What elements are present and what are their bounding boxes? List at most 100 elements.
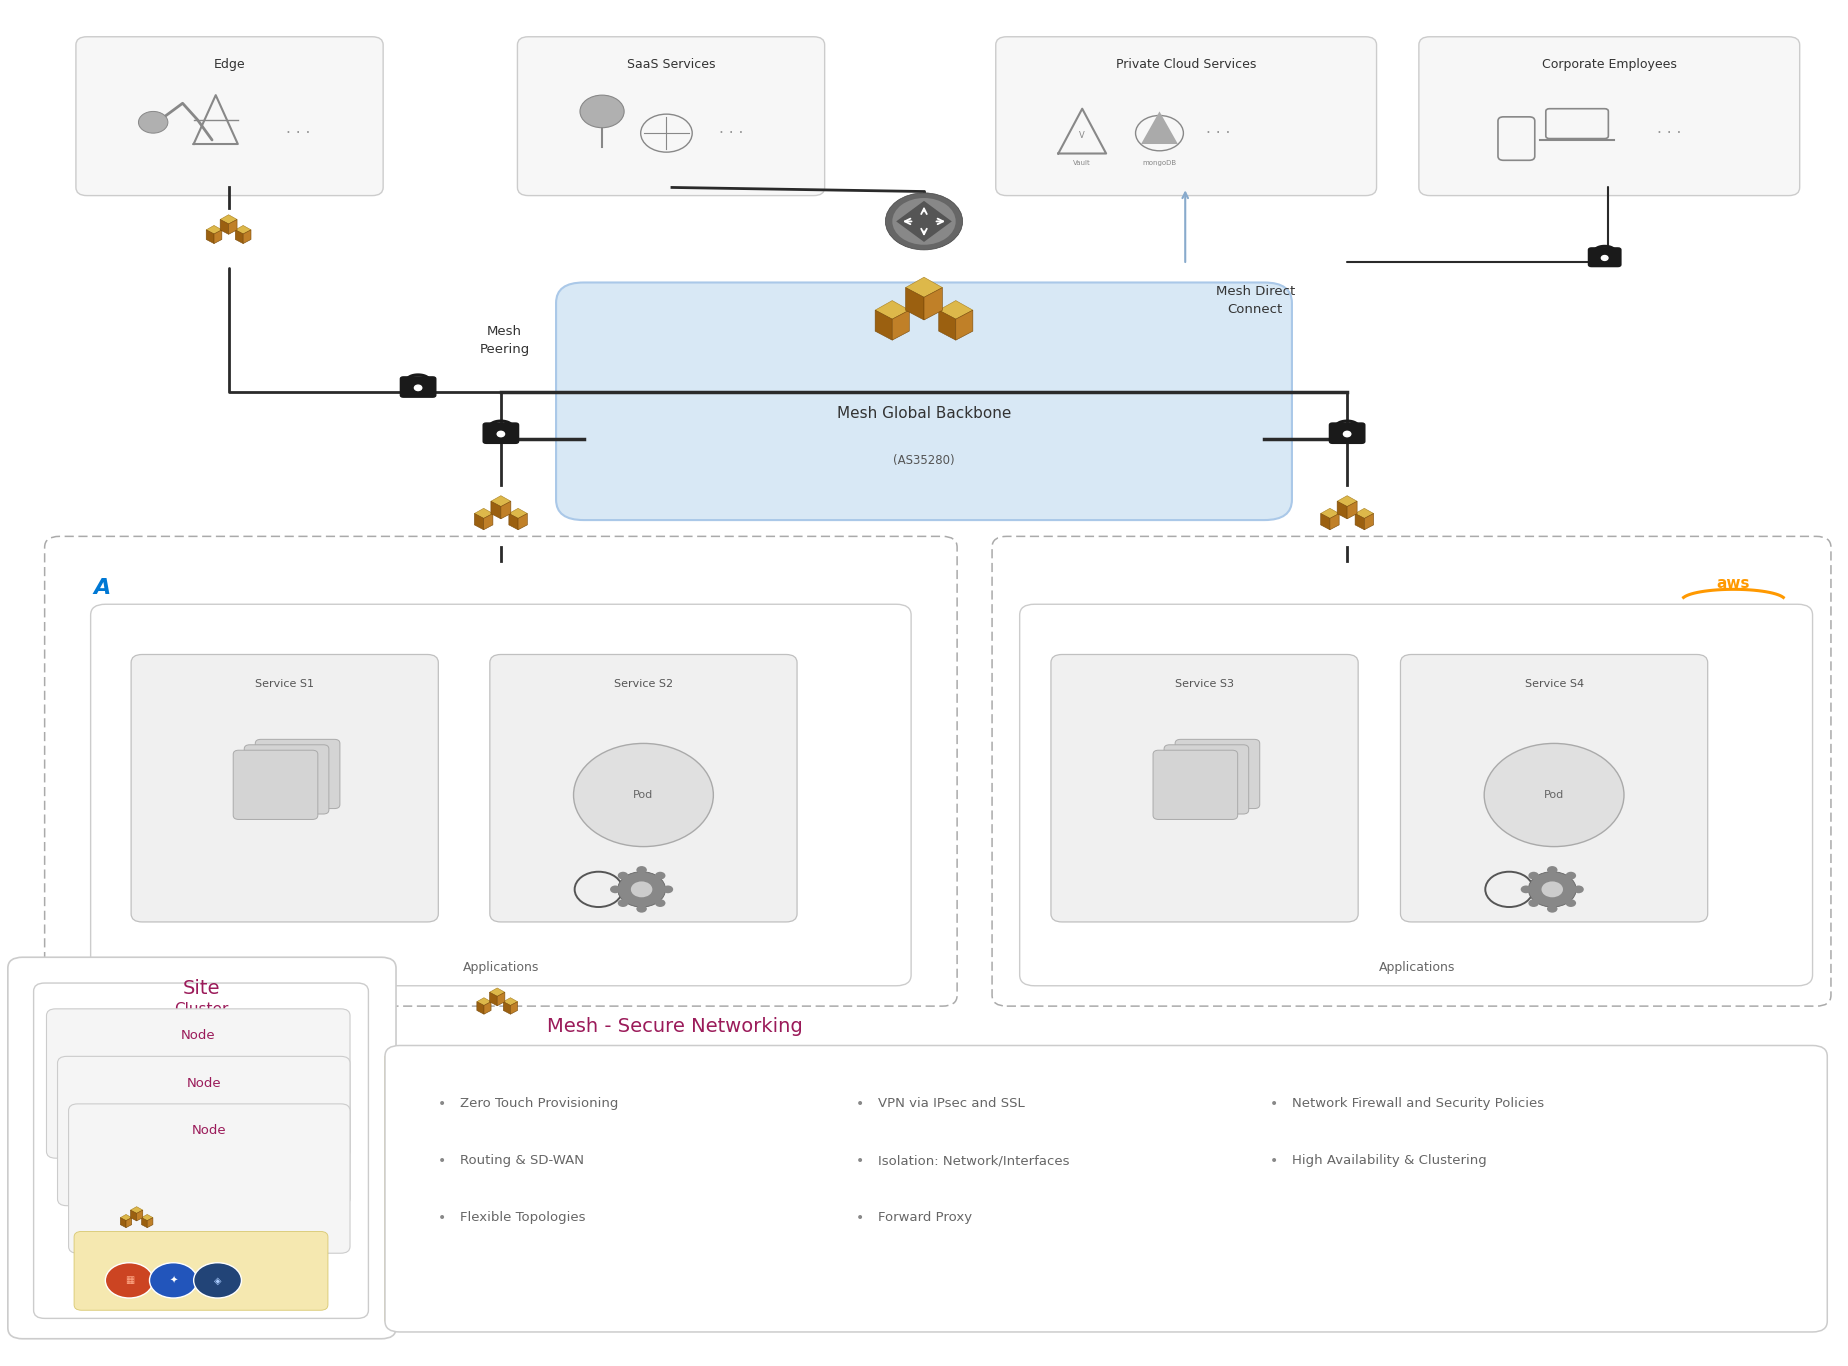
Polygon shape xyxy=(229,220,237,235)
Polygon shape xyxy=(131,1210,137,1221)
FancyBboxPatch shape xyxy=(992,537,1831,1007)
Text: VPN via IPsec and SSL: VPN via IPsec and SSL xyxy=(878,1097,1026,1111)
Circle shape xyxy=(636,904,647,912)
Text: mongoDB: mongoDB xyxy=(1142,160,1177,167)
Polygon shape xyxy=(508,514,517,530)
Polygon shape xyxy=(207,225,222,234)
Text: A: A xyxy=(92,578,111,598)
Text: Vault: Vault xyxy=(1074,160,1090,167)
Circle shape xyxy=(893,198,955,245)
Polygon shape xyxy=(1321,514,1331,530)
Circle shape xyxy=(139,112,168,133)
Polygon shape xyxy=(497,992,505,1005)
Text: Service S4: Service S4 xyxy=(1525,679,1584,688)
Polygon shape xyxy=(131,1206,142,1213)
Text: Network Firewall and Security Policies: Network Firewall and Security Policies xyxy=(1292,1097,1545,1111)
Circle shape xyxy=(617,872,665,907)
Polygon shape xyxy=(896,201,952,242)
Circle shape xyxy=(1565,899,1576,907)
Text: aws: aws xyxy=(1717,576,1750,591)
Circle shape xyxy=(150,1262,198,1298)
Text: •: • xyxy=(438,1154,445,1168)
Text: Service S1: Service S1 xyxy=(255,679,314,688)
Circle shape xyxy=(654,899,665,907)
Circle shape xyxy=(1484,743,1624,847)
Polygon shape xyxy=(1338,501,1347,519)
FancyBboxPatch shape xyxy=(1401,654,1708,922)
FancyBboxPatch shape xyxy=(517,37,824,195)
Polygon shape xyxy=(220,220,229,235)
FancyBboxPatch shape xyxy=(1329,422,1366,444)
Text: Pod: Pod xyxy=(1543,790,1563,800)
Polygon shape xyxy=(220,214,237,224)
Text: (AS35280): (AS35280) xyxy=(893,454,955,467)
Polygon shape xyxy=(477,1001,484,1014)
Text: Zero Touch Provisioning: Zero Touch Provisioning xyxy=(460,1097,619,1111)
Text: •: • xyxy=(1270,1154,1277,1168)
Polygon shape xyxy=(137,1210,142,1221)
Circle shape xyxy=(1547,904,1558,912)
FancyBboxPatch shape xyxy=(233,750,318,820)
Circle shape xyxy=(1528,872,1576,907)
Polygon shape xyxy=(924,288,942,320)
Polygon shape xyxy=(1338,496,1356,507)
Polygon shape xyxy=(876,301,909,320)
Text: Mesh - Secure Networking: Mesh - Secure Networking xyxy=(547,1018,802,1035)
FancyBboxPatch shape xyxy=(244,744,329,814)
Polygon shape xyxy=(475,508,493,518)
FancyBboxPatch shape xyxy=(1020,604,1813,986)
Polygon shape xyxy=(510,1001,517,1014)
Text: •: • xyxy=(856,1210,863,1225)
FancyBboxPatch shape xyxy=(1419,37,1800,195)
Circle shape xyxy=(1528,872,1539,880)
FancyBboxPatch shape xyxy=(91,604,911,986)
Polygon shape xyxy=(148,1217,153,1228)
Text: ◈: ◈ xyxy=(214,1276,222,1285)
Polygon shape xyxy=(126,1217,131,1228)
Circle shape xyxy=(654,872,665,880)
Text: Forward Proxy: Forward Proxy xyxy=(878,1212,972,1224)
FancyBboxPatch shape xyxy=(1175,739,1260,809)
Text: Corporate Employees: Corporate Employees xyxy=(1541,59,1676,71)
Polygon shape xyxy=(492,501,501,519)
Text: V: V xyxy=(1079,131,1085,141)
Text: Service S2: Service S2 xyxy=(614,679,673,688)
Polygon shape xyxy=(939,310,955,340)
FancyBboxPatch shape xyxy=(4,4,1844,1362)
Text: Cluster: Cluster xyxy=(174,1003,227,1018)
Circle shape xyxy=(194,1262,242,1298)
Text: Flexible Topologies: Flexible Topologies xyxy=(460,1212,586,1224)
Text: Applications: Applications xyxy=(462,962,540,974)
FancyBboxPatch shape xyxy=(1052,654,1358,922)
FancyBboxPatch shape xyxy=(68,1104,349,1253)
Text: · · ·: · · · xyxy=(719,126,743,141)
Polygon shape xyxy=(214,229,222,243)
Text: Mesh Global Backbone: Mesh Global Backbone xyxy=(837,406,1011,421)
Text: Isolation: Network/Interfaces: Isolation: Network/Interfaces xyxy=(878,1154,1070,1168)
Text: Service S3: Service S3 xyxy=(1175,679,1234,688)
FancyBboxPatch shape xyxy=(1587,247,1621,268)
Circle shape xyxy=(1528,899,1539,907)
FancyBboxPatch shape xyxy=(46,1009,349,1158)
Text: · · ·: · · · xyxy=(286,126,310,141)
Polygon shape xyxy=(1364,514,1373,530)
Text: •: • xyxy=(856,1097,863,1111)
Polygon shape xyxy=(1355,508,1373,518)
Polygon shape xyxy=(492,496,510,507)
Circle shape xyxy=(1541,881,1563,897)
Circle shape xyxy=(663,885,673,893)
Circle shape xyxy=(610,885,621,893)
Text: · · ·: · · · xyxy=(1658,126,1682,141)
Polygon shape xyxy=(475,514,484,530)
FancyBboxPatch shape xyxy=(255,739,340,809)
Text: Site: Site xyxy=(183,979,220,999)
Text: •: • xyxy=(438,1210,445,1225)
FancyBboxPatch shape xyxy=(490,654,796,922)
Circle shape xyxy=(1573,885,1584,893)
Polygon shape xyxy=(876,310,893,340)
Text: Node: Node xyxy=(181,1029,216,1042)
Text: Pod: Pod xyxy=(634,790,654,800)
Polygon shape xyxy=(906,288,924,320)
Text: ▦: ▦ xyxy=(124,1276,133,1285)
Polygon shape xyxy=(384,1056,423,1321)
